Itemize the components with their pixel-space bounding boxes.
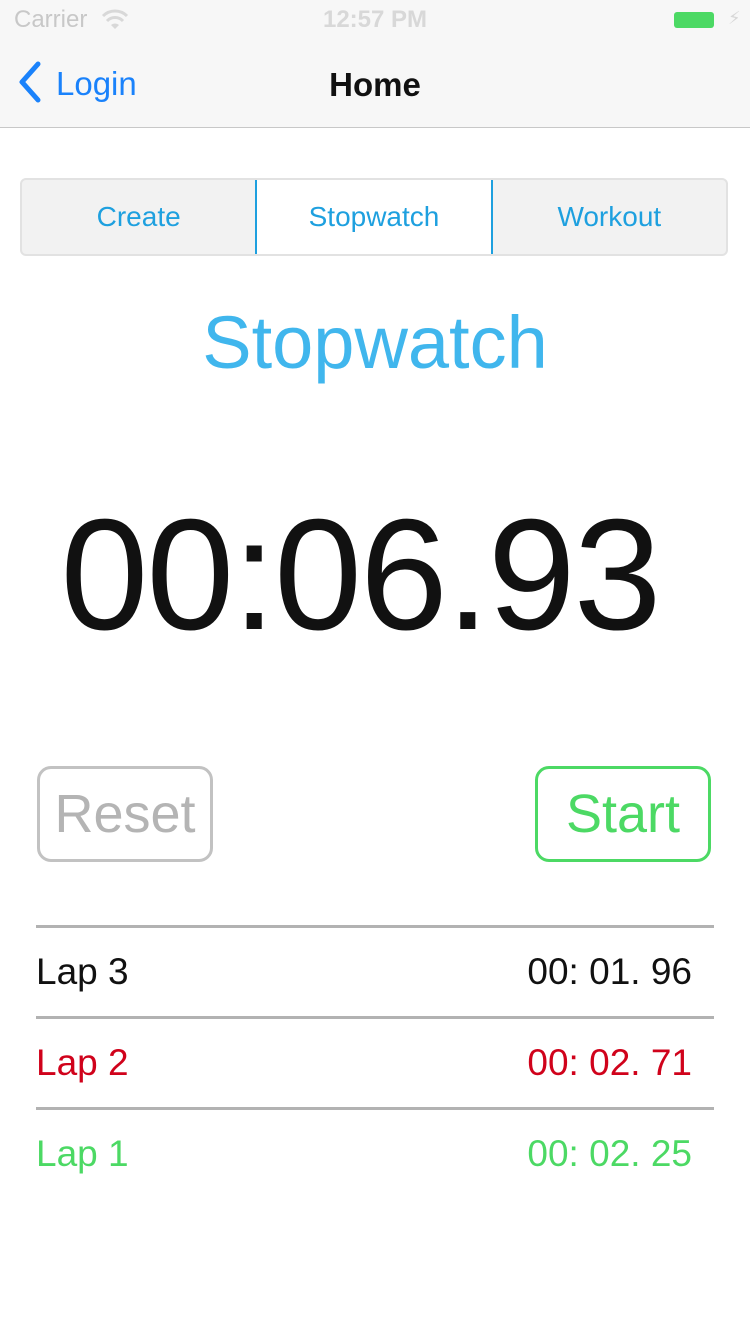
segment-stopwatch[interactable]: Stopwatch xyxy=(255,180,493,254)
segment-workout[interactable]: Workout xyxy=(557,201,662,232)
lap-time: 00: 01. 96 xyxy=(527,951,692,992)
lap-label: Lap 2 xyxy=(36,1042,129,1083)
stopwatch-time-display: 00:06.93 xyxy=(60,487,661,663)
segmented-control: Create Stopwatch Workout xyxy=(20,178,728,256)
lap-time: 00: 02. 71 xyxy=(527,1042,692,1083)
lap-label: Lap 3 xyxy=(36,951,129,992)
battery-icon xyxy=(674,12,714,28)
lap-list: Lap 3 00: 01. 96 Lap 2 00: 02. 71 Lap 1 … xyxy=(36,925,714,1198)
segment-create[interactable]: Create xyxy=(96,201,181,232)
wifi-icon xyxy=(100,9,130,31)
status-bar: Carrier 12:57 PM ⚡ xyxy=(0,0,750,40)
chevron-left-icon xyxy=(16,60,44,109)
lap-time: 00: 02. 25 xyxy=(527,1133,692,1174)
carrier-label: Carrier xyxy=(14,6,88,33)
nav-title: Home xyxy=(329,66,421,103)
charging-bolt-icon: ⚡ xyxy=(728,8,741,28)
lap-row: Lap 1 00: 02. 25 xyxy=(36,1107,714,1198)
lap-row: Lap 2 00: 02. 71 xyxy=(36,1016,714,1107)
reset-button[interactable]: Reset xyxy=(37,766,213,862)
navigation-bar: Login Home xyxy=(0,40,750,128)
back-button-label: Login xyxy=(56,65,137,102)
status-time: 12:57 PM xyxy=(322,6,428,33)
lap-row: Lap 3 00: 01. 96 xyxy=(36,925,714,1016)
back-button[interactable]: Login xyxy=(16,60,137,108)
lap-label: Lap 1 xyxy=(36,1133,129,1174)
start-button[interactable]: Start xyxy=(535,766,711,862)
screen-title: Stopwatch xyxy=(202,301,548,384)
